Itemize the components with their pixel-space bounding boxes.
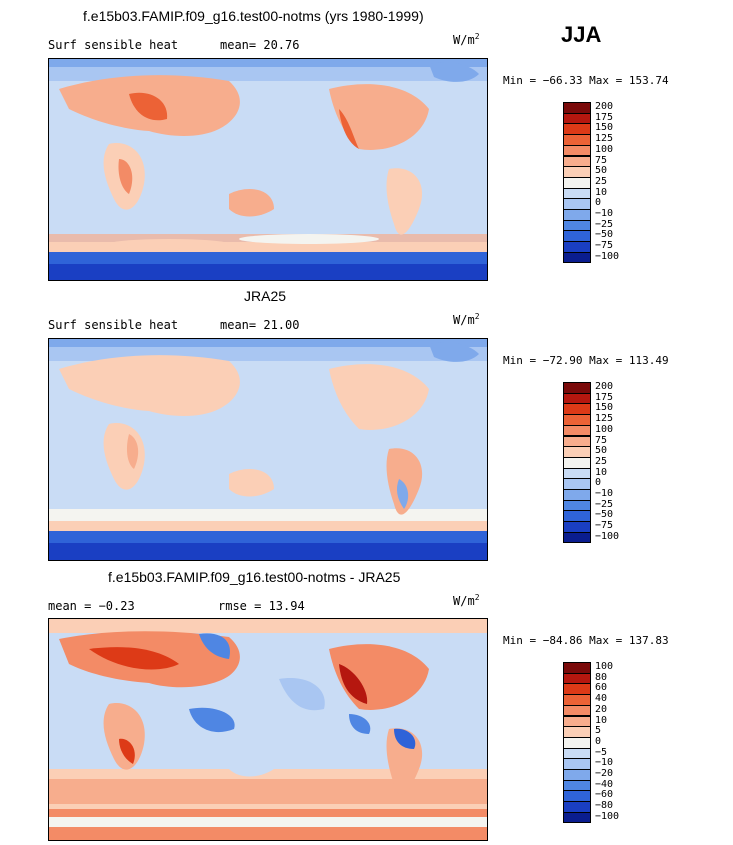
colorbar-tick-label: −75: [595, 520, 614, 532]
colorbar-tick-label: 40: [595, 693, 608, 705]
panel-2-map: [48, 338, 488, 561]
colorbar-tick-label: −5: [595, 746, 608, 758]
colorbar-tick-label: −80: [595, 800, 614, 812]
colorbar-tick-label: −100: [595, 530, 620, 542]
colorbar-tick-label: −25: [595, 498, 614, 510]
colorbar-tick-label: −10: [595, 757, 614, 769]
colorbar-tick-label: 175: [595, 391, 614, 403]
colorbar-tick-label: −25: [595, 218, 614, 230]
colorbar-tick-label: 0: [595, 477, 602, 489]
colorbar-tick-label: 125: [595, 413, 614, 425]
panel-3-mean-label: mean = −0.23: [48, 599, 135, 613]
colorbar-swatch: [563, 811, 591, 824]
panel-1-minmax: Min = −66.33 Max = 153.74: [503, 74, 669, 87]
colorbar-tick-label: 10: [595, 714, 608, 726]
colorbar-tick-label: −100: [595, 250, 620, 262]
colorbar-tick-label: 25: [595, 455, 608, 467]
colorbar-tick-label: −50: [595, 229, 614, 241]
colorbar-tick-label: 150: [595, 122, 614, 134]
colorbar-tick-label: 10: [595, 466, 608, 478]
panel-1-map: [48, 58, 488, 281]
colorbar-tick-label: 200: [595, 381, 614, 392]
panel-3-title: f.e15b03.FAMIP.f09_g16.test00-notms - JR…: [108, 569, 401, 585]
panel-2-minmax: Min = −72.90 Max = 113.49: [503, 354, 669, 367]
colorbar-tick-label: −60: [595, 789, 614, 801]
panel-2-variable-label: Surf sensible heat: [48, 318, 179, 332]
colorbar-tick-label: −50: [595, 509, 614, 521]
colorbar-tick-label: 200: [595, 101, 614, 112]
colorbar-tick-label: 150: [595, 402, 614, 414]
panel-2-title: JRA25: [244, 288, 287, 304]
colorbar-tick-label: 75: [595, 434, 608, 446]
panel-3-map: [48, 618, 488, 841]
colorbar-tick-label: 80: [595, 671, 608, 683]
colorbar-tick-label: 50: [595, 165, 608, 177]
colorbar-tick-label: 20: [595, 703, 608, 715]
colorbar-tick-label: −100: [595, 810, 620, 822]
panel-1-title: f.e15b03.FAMIP.f09_g16.test00-notms (yrs…: [83, 8, 424, 24]
colorbar-tick-label: 125: [595, 133, 614, 145]
colorbar-tick-label: 175: [595, 111, 614, 123]
season-label: JJA: [561, 22, 602, 47]
colorbar-tick-label: −10: [595, 488, 614, 499]
colorbar-tick-label: 60: [595, 682, 608, 694]
colorbar-tick-label: 5: [595, 725, 602, 737]
colorbar-tick-label: −40: [595, 778, 614, 790]
colorbar-tick-label: 100: [595, 143, 614, 155]
panel-1-units: W/m2: [453, 32, 480, 47]
panel-1-mean-label: mean= 20.76: [220, 38, 300, 52]
panel-3-minmax: Min = −84.86 Max = 137.83: [503, 634, 669, 647]
colorbar-tick-label: 10: [595, 186, 608, 198]
panel-1-variable-label: Surf sensible heat: [48, 38, 179, 52]
colorbar-tick-label: −75: [595, 240, 614, 252]
colorbar-tick-label: 75: [595, 154, 608, 166]
colorbar-tick-label: −20: [595, 768, 614, 779]
colorbar-tick-label: 0: [595, 735, 602, 747]
panel-2-units: W/m2: [453, 312, 480, 327]
colorbar-tick-label: 100: [595, 423, 614, 435]
colorbar-swatch: [563, 251, 591, 264]
colorbar-swatch: [563, 531, 591, 544]
colorbar-tick-label: 50: [595, 445, 608, 457]
panel-2-mean-label: mean= 21.00: [220, 318, 300, 332]
colorbar-tick-label: 100: [595, 661, 614, 672]
colorbar-tick-label: 25: [595, 175, 608, 187]
colorbar-tick-label: −10: [595, 208, 614, 219]
panel-3-units: W/m2: [453, 593, 480, 608]
panel-3-rmse-label: rmse = 13.94: [218, 599, 305, 613]
colorbar-tick-label: 0: [595, 197, 602, 209]
